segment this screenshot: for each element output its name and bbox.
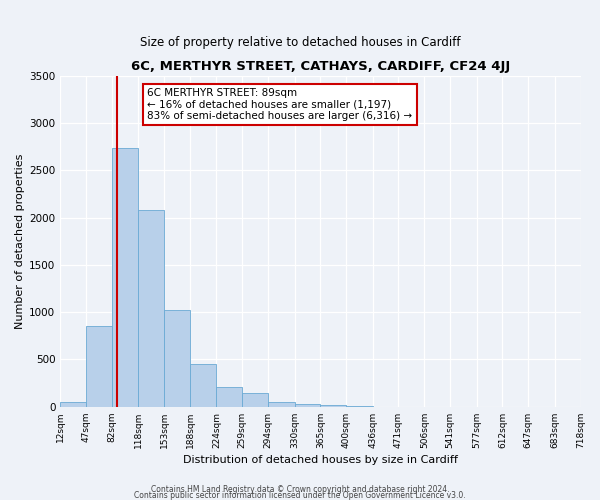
Bar [217,387,242,407]
Bar [60,402,86,407]
Bar [190,364,217,407]
Bar [242,393,268,407]
Text: Contains public sector information licensed under the Open Government Licence v3: Contains public sector information licen… [134,490,466,500]
X-axis label: Distribution of detached houses by size in Cardiff: Distribution of detached houses by size … [183,455,458,465]
Bar [86,326,112,407]
Bar [295,404,320,407]
Bar [320,405,346,407]
Text: 6C MERTHYR STREET: 89sqm
← 16% of detached houses are smaller (1,197)
83% of sem: 6C MERTHYR STREET: 89sqm ← 16% of detach… [147,88,412,121]
Bar [139,210,164,407]
Title: 6C, MERTHYR STREET, CATHAYS, CARDIFF, CF24 4JJ: 6C, MERTHYR STREET, CATHAYS, CARDIFF, CF… [131,60,510,73]
Bar [112,148,139,407]
Bar [164,310,190,407]
Text: Size of property relative to detached houses in Cardiff: Size of property relative to detached ho… [140,36,460,49]
Bar [268,402,295,407]
Y-axis label: Number of detached properties: Number of detached properties [15,154,25,329]
Text: Contains HM Land Registry data © Crown copyright and database right 2024.: Contains HM Land Registry data © Crown c… [151,484,449,494]
